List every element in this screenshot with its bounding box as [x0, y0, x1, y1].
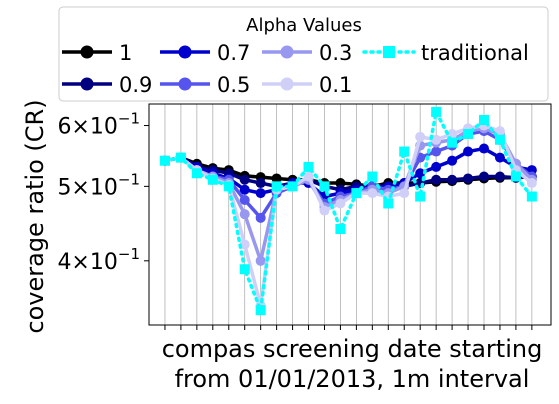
- point-2-17: [431, 161, 442, 172]
- point-6-16: [415, 191, 426, 202]
- x-ticks: [164, 325, 533, 330]
- legend-item-traditional: traditional: [362, 41, 529, 65]
- legend-marker: [280, 77, 294, 91]
- point-5-10: [319, 205, 330, 216]
- point-3-5: [239, 194, 250, 205]
- point-4-6: [255, 255, 266, 266]
- point-6-2: [191, 168, 202, 179]
- point-6-12: [351, 188, 362, 199]
- point-5-5: [239, 239, 250, 250]
- point-6-13: [367, 171, 378, 182]
- point-6-6: [255, 305, 266, 316]
- point-2-19: [463, 146, 474, 157]
- legend-item-0_3: 0.3: [262, 41, 352, 65]
- point-6-9: [303, 161, 314, 172]
- legend-label: 0.3: [319, 41, 352, 65]
- series-line-6: [163, 110, 534, 312]
- point-1-17: [431, 174, 442, 185]
- point-6-14: [383, 198, 394, 209]
- point-5-13: [367, 188, 378, 199]
- legend-title: Alpha Values: [246, 15, 362, 36]
- point-1-6: [255, 178, 266, 189]
- point-6-11: [335, 224, 346, 235]
- legend-item-0_1: 0.1: [262, 73, 352, 97]
- point-2-20: [479, 143, 489, 154]
- plot-frame: [148, 103, 552, 326]
- point-5-17: [431, 134, 442, 145]
- legend-marker: [280, 45, 294, 59]
- point-1-18: [447, 174, 458, 185]
- point-5-16: [415, 131, 426, 142]
- point-0-7: [271, 173, 282, 184]
- legend-label: traditional: [421, 41, 529, 65]
- point-6-17: [431, 106, 442, 117]
- legend-item-1: 1: [62, 41, 132, 65]
- legend-item-0_9: 0.9: [62, 73, 152, 97]
- series-traditional: [159, 106, 537, 316]
- point-5-11: [335, 198, 346, 209]
- svg-text:5×10−1: 5×10−1: [57, 170, 140, 200]
- legend-label: 0.5: [217, 73, 250, 97]
- point-6-21: [494, 134, 505, 145]
- legend-marker: [178, 77, 192, 91]
- x-axis-label: compas screening date starting from 01/01…: [162, 335, 543, 393]
- point-5-15: [399, 188, 410, 199]
- point-6-23: [526, 191, 537, 202]
- legend-marker: [383, 46, 395, 58]
- point-1-5: [239, 174, 250, 185]
- point-2-5: [239, 184, 250, 195]
- point-2-16: [415, 168, 426, 179]
- point-5-9: [303, 171, 314, 182]
- legend-label: 0.1: [319, 73, 352, 97]
- legend-item-0_7: 0.7: [160, 41, 250, 65]
- legend-marker: [80, 45, 94, 59]
- point-4-5: [239, 209, 250, 220]
- point-6-4: [223, 181, 234, 192]
- svg-text:4×10−1: 4×10−1: [57, 245, 140, 275]
- series-layer: [159, 106, 537, 316]
- point-1-20: [479, 171, 489, 182]
- legend-marker: [80, 77, 94, 91]
- point-2-6: [255, 188, 266, 199]
- legend-item-0_5: 0.5: [160, 73, 250, 97]
- svg-text:6×10−1: 6×10−1: [57, 110, 140, 140]
- point-6-1: [175, 152, 186, 163]
- point-6-22: [510, 171, 521, 182]
- point-6-0: [159, 155, 170, 166]
- legend-label: 0.9: [119, 73, 152, 97]
- legend-label: 0.7: [217, 41, 250, 65]
- point-6-15: [399, 146, 410, 157]
- legend-items: 1 0.7 0.3 traditional 0.9 0.5 0.1: [62, 41, 529, 97]
- legend-label: 1: [119, 41, 132, 65]
- legend-frame: [58, 6, 549, 102]
- point-3-17: [431, 146, 442, 157]
- point-5-23: [526, 178, 537, 189]
- y-axis-label: coverage ratio (CR): [21, 99, 49, 333]
- point-2-18: [447, 155, 458, 166]
- point-6-20: [479, 115, 489, 126]
- y-tick-label-1: 5×10−1: [57, 170, 140, 200]
- point-2-21: [494, 152, 505, 163]
- point-1-19: [463, 173, 474, 184]
- y-ticks: 6×10−1 5×10−1 4×10−1: [57, 110, 149, 275]
- point-5-21: [494, 126, 505, 137]
- point-6-8: [287, 181, 298, 192]
- series-0_7: [159, 143, 537, 202]
- point-6-3: [207, 174, 218, 185]
- point-6-19: [463, 128, 474, 139]
- point-6-7: [271, 181, 282, 192]
- point-6-5: [239, 264, 250, 275]
- grid-lines: [164, 104, 533, 325]
- point-6-10: [319, 181, 330, 192]
- point-1-21: [494, 171, 505, 182]
- y-tick-label-0: 6×10−1: [57, 110, 140, 140]
- point-3-6: [255, 212, 266, 223]
- series-line-5: [164, 123, 533, 308]
- point-6-18: [447, 137, 458, 148]
- legend: Alpha Values 1 0.7 0.3 traditional 0.9 0.5 0.1: [58, 6, 549, 102]
- legend-marker: [178, 45, 192, 59]
- y-tick-label-2: 4×10−1: [57, 245, 140, 275]
